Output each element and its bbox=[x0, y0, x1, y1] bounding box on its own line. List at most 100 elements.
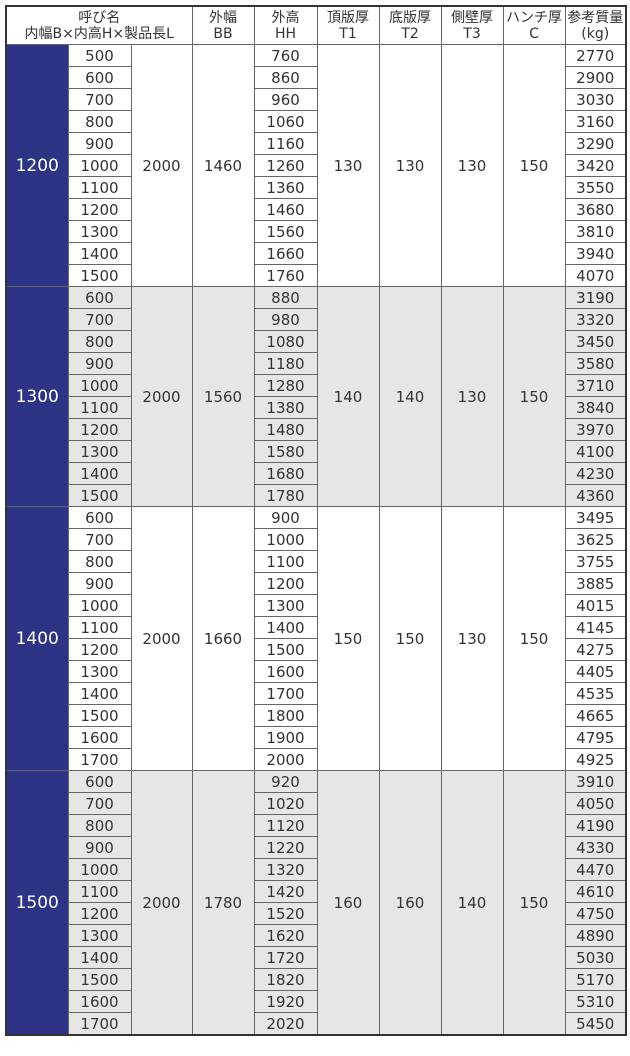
data-row: 1100 1420 4610 bbox=[6, 880, 627, 903]
mass-cell: 4145 bbox=[564, 616, 627, 639]
height-h-cell: 1200 bbox=[67, 902, 132, 925]
mass-cell: 4890 bbox=[564, 924, 627, 947]
outer-height-cell: 2000 bbox=[253, 748, 318, 771]
data-row: 900 1160 3290 bbox=[6, 132, 627, 155]
outer-height-cell: 2020 bbox=[253, 1012, 318, 1036]
mass-cell: 3580 bbox=[564, 352, 627, 375]
header-text: 側壁厚 bbox=[451, 9, 493, 26]
thickness-cell: 140 bbox=[440, 770, 504, 1036]
height-h-cell: 1000 bbox=[67, 154, 132, 177]
height-h-cell: 1300 bbox=[67, 924, 132, 947]
length-cell: 2000 bbox=[130, 44, 193, 287]
data-row: 1300 600 2000 1560 880 140 140 130 150 3190 bbox=[5, 286, 627, 507]
outer-height-cell: 1300 bbox=[253, 594, 318, 617]
header-text: ハンチ厚 bbox=[506, 9, 562, 26]
header-cell: 頂版厚 T1 bbox=[316, 5, 380, 45]
header-cell: 側壁厚 T3 bbox=[440, 5, 504, 45]
header-cell: 外高 HH bbox=[253, 5, 318, 45]
data-row: 1000 1320 4470 bbox=[6, 858, 627, 881]
height-h-cell: 800 bbox=[67, 330, 132, 353]
height-h-cell: 700 bbox=[67, 528, 132, 551]
outer-height-cell: 1760 bbox=[253, 264, 318, 287]
mass-cell: 4925 bbox=[564, 748, 627, 771]
outer-height-cell: 1700 bbox=[253, 682, 318, 705]
outer-height-cell: 920 bbox=[253, 770, 318, 793]
data-row: 1500 1780 4360 bbox=[6, 484, 627, 507]
data-row: 1000 1280 3710 bbox=[6, 374, 627, 397]
data-row: 900 1180 3580 bbox=[6, 352, 627, 375]
mass-cell: 4190 bbox=[564, 814, 627, 837]
data-row: 1300 1580 4100 bbox=[6, 440, 627, 463]
height-h-cell: 1500 bbox=[67, 484, 132, 507]
mass-cell: 4050 bbox=[564, 792, 627, 815]
mass-cell: 4535 bbox=[564, 682, 627, 705]
height-h-cell: 1000 bbox=[67, 374, 132, 397]
thickness-cell: 150 bbox=[316, 506, 380, 771]
mass-cell: 2900 bbox=[564, 66, 627, 89]
data-row: 1400 1720 5030 bbox=[6, 946, 627, 969]
data-row: 1000 1300 4015 bbox=[6, 594, 627, 617]
mass-cell: 4330 bbox=[564, 836, 627, 859]
outer-height-cell: 1320 bbox=[253, 858, 318, 881]
mass-cell: 4015 bbox=[564, 594, 627, 617]
header-row: 呼び名 内幅B×内高H×製品長L 外幅 BB 外高 HH 頂版厚 T1 底版厚 T2 側壁厚 T3 ハン… bbox=[5, 5, 627, 45]
outer-height-cell: 1360 bbox=[253, 176, 318, 199]
outer-height-cell: 1160 bbox=[253, 132, 318, 155]
mass-cell: 5030 bbox=[564, 946, 627, 969]
thickness-cell: 130 bbox=[440, 506, 504, 771]
mass-cell: 3160 bbox=[564, 110, 627, 133]
header-text: 参考質量 bbox=[567, 9, 624, 26]
thickness-cell: 130 bbox=[440, 44, 504, 287]
outer-height-cell: 1200 bbox=[253, 572, 318, 595]
outer-height-cell: 1060 bbox=[253, 110, 318, 133]
height-h-cell: 600 bbox=[67, 506, 132, 529]
height-h-cell: 1400 bbox=[67, 946, 132, 969]
height-h-cell: 1700 bbox=[67, 1012, 132, 1036]
height-h-cell: 600 bbox=[67, 286, 132, 309]
length-cell: 2000 bbox=[130, 506, 193, 771]
header-cell: 外幅 BB bbox=[191, 5, 255, 45]
height-h-cell: 1600 bbox=[67, 726, 132, 749]
thickness-cell: 150 bbox=[502, 506, 566, 771]
data-row: 1000 1260 3420 bbox=[6, 154, 627, 177]
width-b-cell: 1400 bbox=[5, 506, 69, 771]
mass-cell: 3970 bbox=[564, 418, 627, 441]
mass-cell: 3495 bbox=[564, 506, 627, 529]
height-h-cell: 1500 bbox=[67, 704, 132, 727]
outer-height-cell: 1020 bbox=[253, 792, 318, 815]
header-text: T2 bbox=[401, 25, 419, 42]
data-row: 1100 1400 4145 bbox=[6, 616, 627, 639]
outer-height-cell: 1380 bbox=[253, 396, 318, 419]
mass-cell: 3680 bbox=[564, 198, 627, 221]
height-h-cell: 1400 bbox=[67, 242, 132, 265]
mass-cell: 3320 bbox=[564, 308, 627, 331]
height-h-cell: 1500 bbox=[67, 968, 132, 991]
height-h-cell: 800 bbox=[67, 110, 132, 133]
header-cell: ハンチ厚 C bbox=[502, 5, 566, 45]
mass-cell: 5310 bbox=[564, 990, 627, 1013]
thickness-cell: 140 bbox=[316, 286, 380, 507]
header-text: T1 bbox=[339, 25, 357, 42]
outer-height-cell: 1280 bbox=[253, 374, 318, 397]
header-cell: 参考質量 (kg) bbox=[564, 5, 627, 45]
mass-cell: 4230 bbox=[564, 462, 627, 485]
outer-height-cell: 1520 bbox=[253, 902, 318, 925]
thickness-cell: 150 bbox=[502, 286, 566, 507]
mass-cell: 4795 bbox=[564, 726, 627, 749]
outer-height-cell: 1420 bbox=[253, 880, 318, 903]
mass-cell: 3885 bbox=[564, 572, 627, 595]
outer-height-cell: 1120 bbox=[253, 814, 318, 837]
mass-cell: 4610 bbox=[564, 880, 627, 903]
mass-cell: 3940 bbox=[564, 242, 627, 265]
data-row: 1200 1520 4750 bbox=[6, 902, 627, 925]
mass-cell: 5170 bbox=[564, 968, 627, 991]
outer-height-cell: 900 bbox=[253, 506, 318, 529]
outer-height-cell: 980 bbox=[253, 308, 318, 331]
outer-height-cell: 1780 bbox=[253, 484, 318, 507]
thickness-cell: 150 bbox=[502, 770, 566, 1036]
mass-cell: 3710 bbox=[564, 374, 627, 397]
mass-cell: 3755 bbox=[564, 550, 627, 573]
data-row: 1300 1560 3810 bbox=[6, 220, 627, 243]
height-h-cell: 1200 bbox=[67, 418, 132, 441]
